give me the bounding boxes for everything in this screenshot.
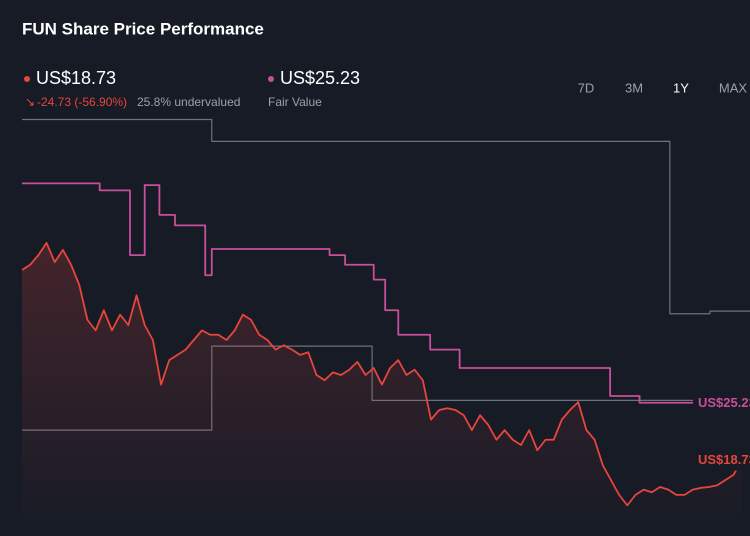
fair-value-dot [268, 76, 274, 82]
chart-title: FUN Share Price Performance [22, 19, 264, 38]
price-change: -24.73 (-56.90%) [37, 95, 127, 109]
range-tabs: 7D 3M 1Y MAX [578, 80, 748, 95]
fair-value-line [22, 182, 696, 404]
price-area [22, 242, 742, 536]
fair-value-label: Fair Value [268, 95, 322, 109]
analyst-high-target-line [22, 118, 750, 315]
end-label-box [693, 448, 750, 471]
range-tab[interactable]: 1Y [673, 80, 689, 95]
end-label: US$18.73 [698, 452, 750, 467]
fair-value: US$25.23 [280, 68, 360, 88]
down-arrow: ↘ [25, 95, 35, 109]
plot [22, 118, 750, 536]
price-dot [24, 76, 30, 82]
range-tab[interactable]: 3M [625, 80, 643, 95]
end-label: US$25.23 [698, 395, 750, 410]
end-labels: US$25.23 US$18.73 [693, 391, 750, 471]
price-line [22, 241, 743, 507]
range-tab[interactable]: 7D [578, 80, 595, 95]
range-tab[interactable]: MAX [719, 80, 748, 95]
current-price: US$18.73 [36, 68, 116, 88]
valuation: 25.8% undervalued [137, 95, 240, 109]
end-label-box [693, 391, 750, 414]
